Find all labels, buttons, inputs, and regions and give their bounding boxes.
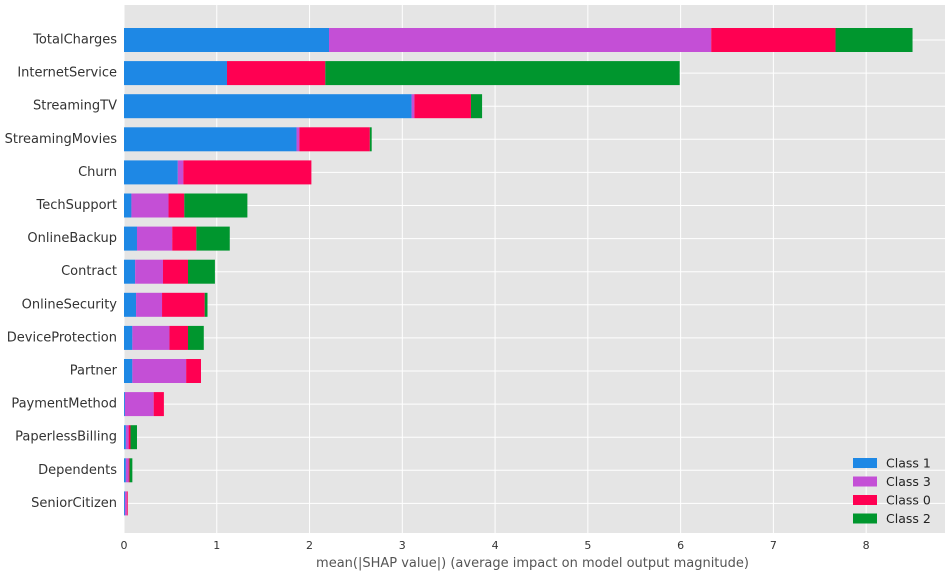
y-tick-label: Contract <box>61 264 117 279</box>
y-tick-label: Churn <box>78 165 117 180</box>
y-tick-labels: TotalCharges InternetService StreamingTV St… <box>5 33 118 511</box>
legend-item: Class 0 <box>853 493 931 508</box>
bar-segment <box>124 491 125 516</box>
bar-segment <box>124 425 126 450</box>
y-tick-label: DeviceProtection <box>7 330 117 345</box>
bar-segment <box>124 28 330 52</box>
x-tick-label: 7 <box>770 539 777 552</box>
bar-segment <box>168 193 185 218</box>
x-tick-label: 1 <box>213 539 220 552</box>
bar-segment <box>124 458 126 483</box>
bar-segment <box>204 292 208 317</box>
bar-segment <box>835 28 913 52</box>
bar-segment <box>125 425 129 450</box>
bar-segment <box>124 226 137 251</box>
bar-segment <box>124 127 297 152</box>
bar-segment <box>183 160 312 185</box>
bar-segment <box>325 61 680 86</box>
bar-segment <box>129 458 133 483</box>
bar-segment <box>126 491 128 516</box>
x-tick-label: 8 <box>863 539 870 552</box>
bar-segment <box>136 292 163 317</box>
x-tick-labels: 0 1 2 3 4 5 6 7 8 <box>121 539 870 552</box>
y-tick-label: Dependents <box>38 463 117 478</box>
bar-segment <box>414 94 471 119</box>
bar-segment <box>153 392 164 417</box>
x-tick-label: 5 <box>584 539 591 552</box>
legend-item: Class 1 <box>853 456 931 471</box>
y-tick-label: OnlineSecurity <box>22 297 118 312</box>
y-tick-label: Partner <box>70 364 118 379</box>
y-tick-label: InternetService <box>17 66 117 81</box>
bar-segment <box>711 28 836 52</box>
bar-segment <box>124 392 154 417</box>
bar-segment <box>172 226 197 251</box>
bar-segment <box>177 160 184 185</box>
legend-label: Class 2 <box>886 511 931 526</box>
legend: Class 1 Class 3 Class 0 Class 2 <box>853 456 931 526</box>
x-axis-label: mean(|SHAP value|) (average impact on mo… <box>316 556 749 571</box>
y-tick-label: StreamingMovies <box>5 132 118 147</box>
y-tick-label: TotalCharges <box>32 33 117 48</box>
legend-swatch <box>853 458 877 468</box>
bar-segment <box>369 127 372 152</box>
bar-segment <box>124 491 127 516</box>
bar-segment <box>188 325 204 350</box>
x-tick-label: 6 <box>677 539 684 552</box>
bar-segment <box>124 292 137 317</box>
x-tick-label: 0 <box>121 539 128 552</box>
y-tick-label: OnlineBackup <box>27 231 117 246</box>
y-tick-label: StreamingTV <box>33 99 117 114</box>
legend-swatch <box>853 513 877 524</box>
x-tick-label: 3 <box>399 539 406 552</box>
y-tick-label: PaperlessBilling <box>15 430 117 445</box>
bar-segment <box>124 193 132 218</box>
legend-label: Class 3 <box>886 474 931 489</box>
plot-background <box>124 5 945 533</box>
bar-segment <box>299 127 370 152</box>
bar-segment <box>124 160 178 185</box>
bar-segment <box>131 193 169 218</box>
bar-segment <box>124 94 412 119</box>
bar-segment <box>169 325 189 350</box>
bar-segment <box>470 94 483 119</box>
y-tick-label: TechSupport <box>35 198 117 213</box>
bar-segment <box>125 458 129 483</box>
legend-swatch <box>853 495 877 505</box>
legend-label: Class 0 <box>886 493 931 508</box>
bar-segment <box>162 292 205 317</box>
bar-segment <box>188 259 215 284</box>
bar-segment <box>226 61 326 86</box>
bar-segment <box>196 226 230 251</box>
y-tick-label: SeniorCitizen <box>31 496 117 511</box>
bar-segment <box>186 359 201 383</box>
bar-segment <box>124 61 227 86</box>
bar-segment <box>135 259 163 284</box>
bar-segment <box>162 259 189 284</box>
bar-segment <box>128 425 131 450</box>
x-tick-label: 4 <box>492 539 499 552</box>
bar-segment <box>136 226 173 251</box>
legend-swatch <box>853 476 877 487</box>
y-tick-label: PaymentMethod <box>11 397 117 412</box>
legend-item: Class 2 <box>853 511 931 526</box>
legend-item: Class 3 <box>853 474 931 489</box>
legend-label: Class 1 <box>886 456 931 471</box>
bar-segment <box>124 259 136 284</box>
bar-segment <box>128 458 130 483</box>
bar-segment <box>296 127 300 152</box>
bar-segment <box>411 94 415 119</box>
bar-segment <box>132 359 187 383</box>
bar-segment <box>132 325 170 350</box>
bars <box>124 28 913 516</box>
bar-segment <box>124 325 133 350</box>
bar-segment <box>124 359 133 383</box>
bar-segment <box>329 28 712 52</box>
bar-segment <box>124 392 125 417</box>
bar-segment <box>130 425 137 450</box>
x-tick-label: 2 <box>306 539 313 552</box>
bar-segment <box>184 193 248 218</box>
